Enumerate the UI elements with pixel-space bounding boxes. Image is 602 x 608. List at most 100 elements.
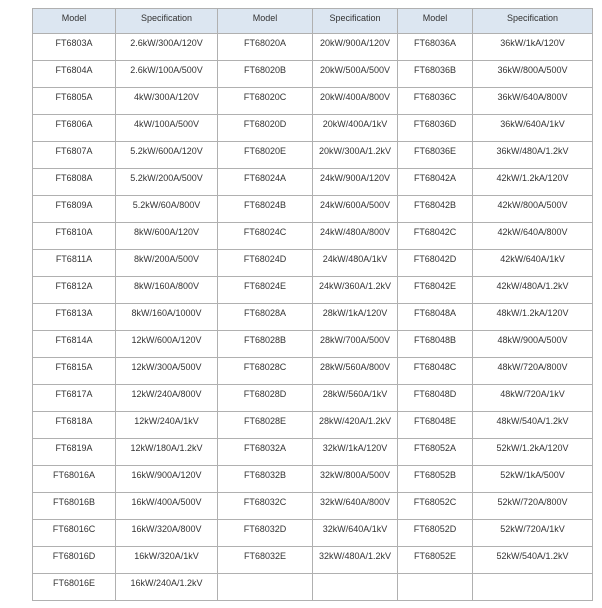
table-row: FT6811A 8kW/200A/500V FT68024D 24kW/480A/1k… <box>32 249 593 277</box>
table-row: FT68016D 16kW/320A/1kV FT68032E 32kW/480A/1… <box>32 546 593 574</box>
spec-cell: 28kW/560A/1kV <box>312 384 398 412</box>
table-row: FT6808A 5.2kW/200A/500V FT68024A 24kW/900A/… <box>32 168 593 196</box>
table-row: FT6817A 12kW/240A/800V FT68028D 28kW/560A/1… <box>32 384 593 412</box>
model-cell: FT68048D <box>397 384 473 412</box>
spec-cell: 8kW/160A/1000V <box>115 303 218 331</box>
model-cell: FT68020A <box>217 33 313 61</box>
model-cell: FT68042E <box>397 276 473 304</box>
model-cell: FT68036A <box>397 33 473 61</box>
model-cell: FT68028B <box>217 330 313 358</box>
spec-cell: 8kW/600A/120V <box>115 222 218 250</box>
model-cell: FT68036C <box>397 87 473 115</box>
spec-cell: 16kW/320A/1kV <box>115 546 218 574</box>
model-cell: FT68024B <box>217 195 313 223</box>
spec-cell: 4kW/300A/120V <box>115 87 218 115</box>
spec-cell: 5.2kW/60A/800V <box>115 195 218 223</box>
table-row: FT68016E 16kW/240A/1.2kV <box>32 573 593 601</box>
header-cell: Model <box>32 8 116 34</box>
spec-cell: 5.2kW/200A/500V <box>115 168 218 196</box>
spec-cell: 32kW/1kA/120V <box>312 438 398 466</box>
model-cell: FT68024A <box>217 168 313 196</box>
model-cell: FT68052C <box>397 492 473 520</box>
header-cell: Model <box>217 8 313 34</box>
model-cell: FT68028C <box>217 357 313 385</box>
table-row: FT6810A 8kW/600A/120V FT68024C 24kW/480A/80… <box>32 222 593 250</box>
model-cell: FT68024E <box>217 276 313 304</box>
table-row: FT6809A 5.2kW/60A/800V FT68024B 24kW/600A/5… <box>32 195 593 223</box>
model-cell: FT68036D <box>397 114 473 142</box>
spec-cell: 20kW/500A/500V <box>312 60 398 88</box>
model-cell: FT68016D <box>32 546 116 574</box>
model-cell: FT68032A <box>217 438 313 466</box>
model-cell: FT68042C <box>397 222 473 250</box>
table-row: FT6812A 8kW/160A/800V FT68024E 24kW/360A/1.… <box>32 276 593 304</box>
table-body: FT6803A 2.6kW/300A/120V FT68020A 20kW/900A/… <box>32 33 593 601</box>
table-row: FT6815A 12kW/300A/500V FT68028C 28kW/560A/8… <box>32 357 593 385</box>
spec-cell: 12kW/240A/1kV <box>115 411 218 439</box>
model-cell: FT68024D <box>217 249 313 277</box>
model-cell: FT6807A <box>32 141 116 169</box>
model-cell: FT68032D <box>217 519 313 547</box>
table-row: FT68016A 16kW/900A/120V FT68032B 32kW/800A/… <box>32 465 593 493</box>
spec-cell: 5.2kW/600A/120V <box>115 141 218 169</box>
spec-cell: 16kW/900A/120V <box>115 465 218 493</box>
model-cell: FT68042B <box>397 195 473 223</box>
spec-cell: 2.6kW/300A/120V <box>115 33 218 61</box>
spec-cell: 32kW/640A/800V <box>312 492 398 520</box>
spec-cell: 28kW/420A/1.2kV <box>312 411 398 439</box>
spec-cell: 16kW/320A/800V <box>115 519 218 547</box>
model-cell: FT6819A <box>32 438 116 466</box>
spec-table: Model Specification Model Specification Mode… <box>32 8 593 601</box>
table-row: FT6818A 12kW/240A/1kV FT68028E 28kW/420A/1.… <box>32 411 593 439</box>
spec-cell: 2.6kW/100A/500V <box>115 60 218 88</box>
model-cell: FT68032E <box>217 546 313 574</box>
model-cell: FT6808A <box>32 168 116 196</box>
spec-cell: 48kW/1.2kA/120V <box>472 303 593 331</box>
model-cell: FT6809A <box>32 195 116 223</box>
spec-cell: 28kW/700A/500V <box>312 330 398 358</box>
model-cell: FT68048C <box>397 357 473 385</box>
header-cell: Specification <box>312 8 398 34</box>
model-cell: FT6806A <box>32 114 116 142</box>
model-cell: FT68016B <box>32 492 116 520</box>
empty-cell <box>397 573 473 601</box>
model-cell: FT68020D <box>217 114 313 142</box>
table-row: FT68016C 16kW/320A/800V FT68032D 32kW/640A/… <box>32 519 593 547</box>
spec-cell: 42kW/480A/1.2kV <box>472 276 593 304</box>
table-row: FT6803A 2.6kW/300A/120V FT68020A 20kW/900A/… <box>32 33 593 61</box>
model-cell: FT68016A <box>32 465 116 493</box>
empty-cell <box>312 573 398 601</box>
model-cell: FT68036B <box>397 60 473 88</box>
model-cell: FT68052A <box>397 438 473 466</box>
spec-cell: 24kW/600A/500V <box>312 195 398 223</box>
spec-cell: 48kW/540A/1.2kV <box>472 411 593 439</box>
table-row: FT6807A 5.2kW/600A/120V FT68020E 20kW/300A/… <box>32 141 593 169</box>
spec-cell: 48kW/720A/800V <box>472 357 593 385</box>
spec-cell: 36kW/480A/1.2kV <box>472 141 593 169</box>
spec-cell: 42kW/1.2kA/120V <box>472 168 593 196</box>
spec-cell: 16kW/240A/1.2kV <box>115 573 218 601</box>
spec-cell: 52kW/1kA/500V <box>472 465 593 493</box>
spec-cell: 32kW/800A/500V <box>312 465 398 493</box>
model-cell: FT6812A <box>32 276 116 304</box>
spec-cell: 4kW/100A/500V <box>115 114 218 142</box>
spec-cell: 12kW/300A/500V <box>115 357 218 385</box>
model-cell: FT68028D <box>217 384 313 412</box>
model-cell: FT6810A <box>32 222 116 250</box>
spec-cell: 48kW/720A/1kV <box>472 384 593 412</box>
table-row: FT6805A 4kW/300A/120V FT68020C 20kW/400A/80… <box>32 87 593 115</box>
model-cell: FT6804A <box>32 60 116 88</box>
spec-cell: 8kW/200A/500V <box>115 249 218 277</box>
model-cell: FT68016E <box>32 573 116 601</box>
spec-cell: 20kW/900A/120V <box>312 33 398 61</box>
spec-cell: 52kW/720A/1kV <box>472 519 593 547</box>
model-cell: FT6813A <box>32 303 116 331</box>
spec-cell: 28kW/560A/800V <box>312 357 398 385</box>
model-cell: FT68020C <box>217 87 313 115</box>
model-cell: FT68020B <box>217 60 313 88</box>
model-cell: FT6814A <box>32 330 116 358</box>
model-cell: FT68024C <box>217 222 313 250</box>
spec-cell: 12kW/180A/1.2kV <box>115 438 218 466</box>
spec-cell: 12kW/600A/120V <box>115 330 218 358</box>
spec-cell: 28kW/1kA/120V <box>312 303 398 331</box>
